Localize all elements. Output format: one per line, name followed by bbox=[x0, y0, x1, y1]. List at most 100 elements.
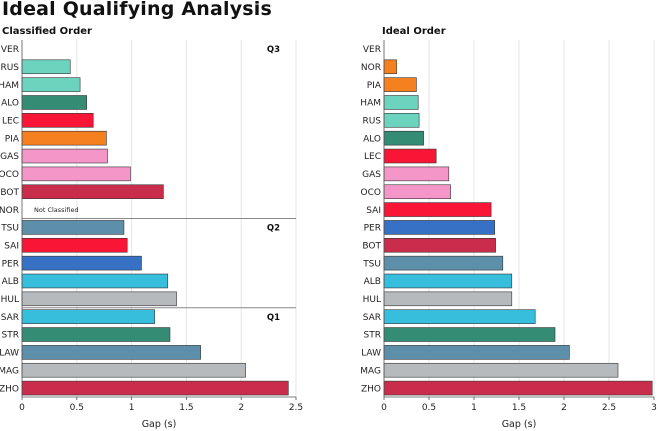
chart1-bar-per bbox=[21, 255, 142, 271]
chart2-bar-pia bbox=[383, 77, 417, 92]
chart1-xtick-label: 1.5 bbox=[179, 403, 193, 413]
chart1-xtick-label: 0.5 bbox=[70, 403, 84, 413]
chart1-ytick-sar: SAR bbox=[1, 313, 19, 323]
chart2-bar-alb bbox=[383, 273, 513, 289]
chart2-xtick-label: 2.5 bbox=[602, 403, 616, 413]
chart2-ytick-law: LAW bbox=[361, 349, 381, 359]
chart1-ytick-law: LAW bbox=[0, 349, 19, 359]
chart1-xtick-label: 2.5 bbox=[289, 403, 303, 413]
chart2-ytick-oco: OCO bbox=[361, 188, 381, 198]
chart1-bar-hul bbox=[21, 291, 177, 307]
chart1-ytick-sai: SAI bbox=[4, 241, 19, 251]
chart1-bar-law bbox=[21, 345, 201, 360]
chart1-ytick-nor: NOR bbox=[0, 206, 19, 216]
chart2-bar-gas bbox=[383, 166, 450, 182]
chart2-bar-nor bbox=[383, 59, 397, 75]
chart2-xtick-label: 2 bbox=[561, 403, 567, 413]
chart1-bar-zho bbox=[21, 380, 289, 396]
chart2-bar-mag bbox=[383, 362, 619, 378]
chart1-ytick-alb: ALB bbox=[2, 277, 19, 287]
chart1-ytick-per: PER bbox=[2, 259, 19, 269]
chart1-bar-ham bbox=[21, 77, 81, 92]
chart1-ytick-pia: PIA bbox=[5, 134, 20, 144]
chart1-ytick-mag: MAG bbox=[0, 366, 19, 376]
page-title: Ideal Qualifying Analysis bbox=[2, 0, 273, 20]
chart2-bar-zho bbox=[383, 380, 653, 396]
chart2-ytick-sai: SAI bbox=[366, 206, 381, 216]
chart1-bar-sai bbox=[21, 238, 128, 253]
chart2-ytick-lec: LEC bbox=[364, 152, 381, 162]
chart1-bar-tsu bbox=[21, 220, 125, 235]
chart2-ytick-zho: ZHO bbox=[361, 384, 381, 394]
chart2-xlabel: Gap (s) bbox=[502, 419, 537, 430]
chart2-bar-ham bbox=[383, 95, 419, 110]
chart1-bar-alo bbox=[21, 95, 87, 110]
chart2-ytick-ham: HAM bbox=[360, 99, 381, 109]
chart2-bar-tsu bbox=[383, 255, 504, 271]
chart2-bar-alo bbox=[383, 130, 424, 146]
chart2-bar-sai bbox=[383, 202, 492, 217]
session-label-q2: Q2 bbox=[267, 224, 280, 234]
chart2-bar-bot bbox=[383, 238, 496, 253]
chart2-ytick-alb: ALB bbox=[364, 277, 381, 287]
chart2-xtick-label: 1 bbox=[471, 403, 477, 413]
chart1-ytick-ham: HAM bbox=[0, 81, 19, 91]
chart1-bar-str bbox=[21, 327, 171, 342]
chart2-ytick-mag: MAG bbox=[360, 366, 381, 376]
chart2-bar-rus bbox=[383, 113, 420, 128]
chart1-ytick-rus: RUS bbox=[0, 63, 19, 73]
chart2-bar-str bbox=[383, 327, 556, 342]
chart1-ytick-bot: BOT bbox=[0, 188, 19, 198]
chart2-ytick-ver: VER bbox=[363, 45, 381, 55]
chart2-ytick-sar: SAR bbox=[363, 313, 381, 323]
chart2-ytick-tsu: TSU bbox=[362, 259, 381, 269]
chart2-xtick-label: 0 bbox=[381, 403, 387, 413]
chart2-bar-law bbox=[383, 345, 570, 360]
chart1-ytick-hul: HUL bbox=[1, 295, 19, 305]
chart1-bar-rus bbox=[21, 59, 71, 75]
chart1-bar-bot bbox=[21, 184, 164, 199]
chart2-ytick-pia: PIA bbox=[367, 81, 382, 91]
chart2-bar-lec bbox=[383, 148, 437, 164]
session-label-q3: Q3 bbox=[267, 45, 280, 55]
chart1-bar-mag bbox=[21, 362, 246, 378]
chart1-xtick-label: 0 bbox=[19, 403, 25, 413]
chart1-xtick-label: 1 bbox=[129, 403, 135, 413]
chart2-ytick-nor: NOR bbox=[361, 63, 381, 73]
chart2-ytick-per: PER bbox=[364, 224, 381, 234]
chart2-xtick-label: 0.5 bbox=[422, 403, 436, 413]
chart1-title: Classified Order bbox=[2, 26, 92, 37]
chart2-bar-oco bbox=[383, 184, 451, 199]
chart2-xtick-label: 1.5 bbox=[512, 403, 526, 413]
chart2-bar-per bbox=[383, 220, 495, 235]
chart1-bar-lec bbox=[21, 113, 94, 128]
chart2-ytick-rus: RUS bbox=[362, 117, 381, 127]
chart1-bar-alb bbox=[21, 273, 169, 289]
chart2-ytick-str: STR bbox=[364, 331, 381, 341]
chart1-bar-sar bbox=[21, 309, 155, 324]
chart1-bar-oco bbox=[21, 166, 131, 182]
chart1-ytick-str: STR bbox=[2, 331, 19, 341]
chart2-bar-sar bbox=[383, 309, 536, 324]
chart1-ytick-oco: OCO bbox=[0, 170, 19, 180]
chart1-xlabel: Gap (s) bbox=[142, 419, 177, 430]
chart2-title: Ideal Order bbox=[382, 26, 446, 37]
chart2-xtick-label: 3 bbox=[651, 403, 657, 413]
chart2-ytick-alo: ALO bbox=[363, 134, 381, 144]
chart1-ytick-alo: ALO bbox=[1, 99, 19, 109]
chart2-ytick-bot: BOT bbox=[362, 241, 381, 251]
chart1-bar-gas bbox=[21, 148, 108, 164]
not-classified-note: Not Classified bbox=[34, 206, 79, 214]
chart1-ytick-gas: GAS bbox=[0, 152, 19, 162]
chart2-ytick-hul: HUL bbox=[363, 295, 381, 305]
chart1-ytick-zho: ZHO bbox=[0, 384, 19, 394]
chart1-ytick-ver: VER bbox=[1, 45, 19, 55]
chart2-ytick-gas: GAS bbox=[362, 170, 381, 180]
chart1-ytick-lec: LEC bbox=[2, 117, 19, 127]
chart2-bar-hul bbox=[383, 291, 513, 307]
session-label-q1: Q1 bbox=[267, 313, 280, 323]
chart1-xtick-label: 2 bbox=[238, 403, 244, 413]
chart1-ytick-tsu: TSU bbox=[0, 224, 19, 234]
chart1-bar-pia bbox=[21, 130, 107, 146]
